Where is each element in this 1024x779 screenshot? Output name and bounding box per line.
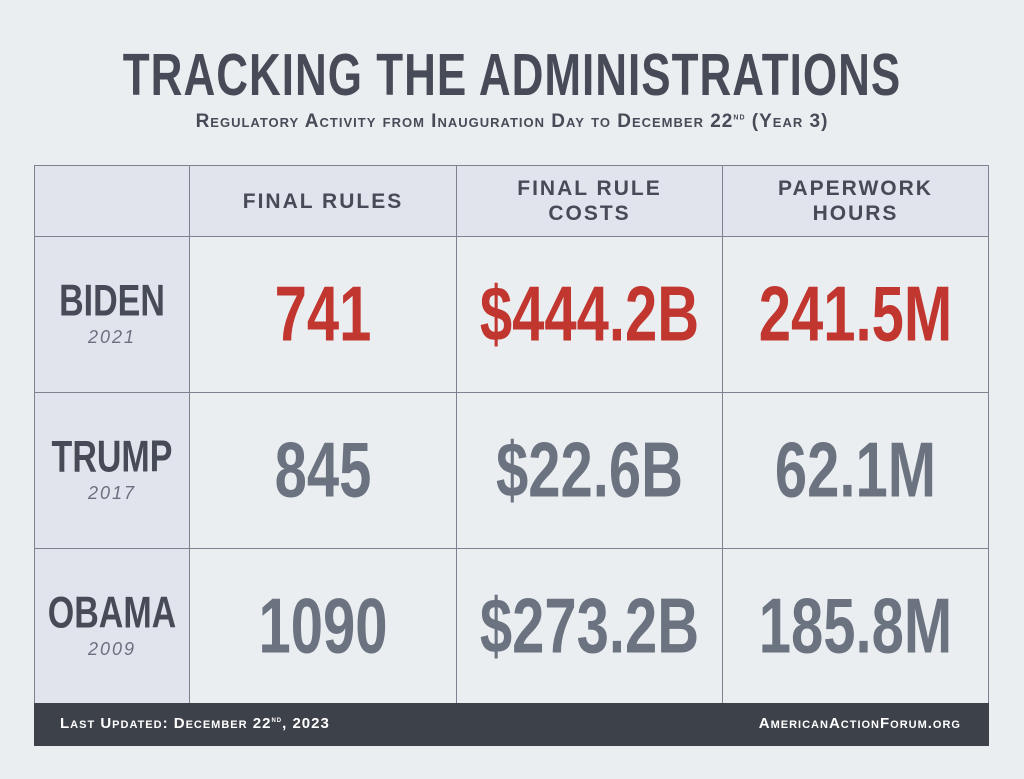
- value: 62.1M: [774, 425, 937, 514]
- administration-year: 2017: [87, 483, 137, 503]
- administration-name: OBAMA: [47, 588, 177, 638]
- value: 845: [274, 425, 372, 514]
- source-site: AmericanActionForum.org: [758, 715, 961, 732]
- column-header: FINAL RULES: [189, 165, 457, 237]
- value-cell: $444.2B: [456, 236, 723, 393]
- value-cell: 185.8M: [722, 548, 989, 705]
- value: 185.8M: [758, 581, 953, 670]
- value-cell: 62.1M: [722, 392, 989, 549]
- value: 1090: [258, 581, 388, 670]
- administration-name: TRUMP: [51, 432, 173, 482]
- value: 241.5M: [758, 269, 953, 358]
- data-table: FINAL RULES FINAL RULE COSTS PAPERWORK H…: [34, 165, 989, 705]
- value: $444.2B: [479, 269, 700, 358]
- row-header: TRUMP 2017: [34, 392, 190, 549]
- column-header: PAPERWORK HOURS: [722, 165, 989, 237]
- administration-year: 2009: [87, 639, 137, 659]
- value-cell: 845: [189, 392, 457, 549]
- value-cell: $22.6B: [456, 392, 723, 549]
- value-cell: $273.2B: [456, 548, 723, 705]
- corner-cell: [34, 165, 190, 237]
- value-cell: 741: [189, 236, 457, 393]
- row-header: BIDEN 2021: [34, 236, 190, 393]
- value: $22.6B: [495, 425, 684, 514]
- footer: Last Updated: December 22nd, 2023 Americ…: [34, 703, 989, 746]
- page-title: TRACKING THE ADMINISTRATIONS: [122, 42, 902, 109]
- administration-year: 2021: [87, 327, 137, 347]
- administration-name: BIDEN: [59, 276, 165, 326]
- value-cell: 1090: [189, 548, 457, 705]
- last-updated: Last Updated: December 22nd, 2023: [60, 715, 330, 732]
- subtitle: Regulatory Activity from Inauguration Da…: [195, 111, 829, 132]
- value: $273.2B: [479, 581, 700, 670]
- value: 741: [274, 269, 372, 358]
- row-header: OBAMA 2009: [34, 548, 190, 705]
- value-cell: 241.5M: [722, 236, 989, 393]
- column-header: FINAL RULE COSTS: [456, 165, 723, 237]
